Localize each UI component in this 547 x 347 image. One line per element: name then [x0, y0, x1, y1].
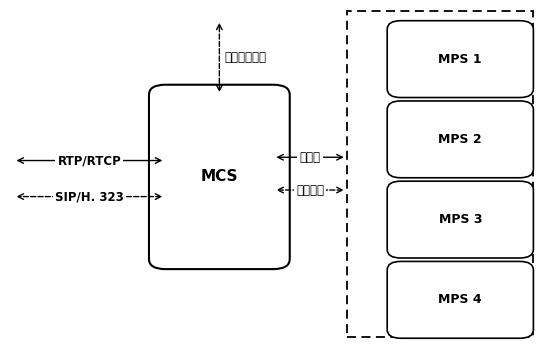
Text: MPS 3: MPS 3	[439, 213, 482, 226]
Text: 控制消息: 控制消息	[296, 184, 324, 196]
Text: MPS 1: MPS 1	[439, 53, 482, 66]
Text: MPS 4: MPS 4	[439, 293, 482, 306]
Text: MPS 2: MPS 2	[439, 133, 482, 146]
Text: RTP/RTCP: RTP/RTCP	[57, 154, 121, 167]
Text: MCS: MCS	[201, 169, 238, 184]
FancyBboxPatch shape	[149, 85, 290, 269]
Bar	[347, 11, 533, 337]
FancyBboxPatch shape	[387, 181, 533, 258]
Text: SIP/H. 323: SIP/H. 323	[55, 190, 124, 203]
Text: 媒体流: 媒体流	[300, 151, 321, 164]
Text: 会议管理消息: 会议管理消息	[225, 51, 267, 64]
FancyBboxPatch shape	[387, 101, 533, 178]
FancyBboxPatch shape	[387, 261, 533, 338]
FancyBboxPatch shape	[387, 21, 533, 98]
